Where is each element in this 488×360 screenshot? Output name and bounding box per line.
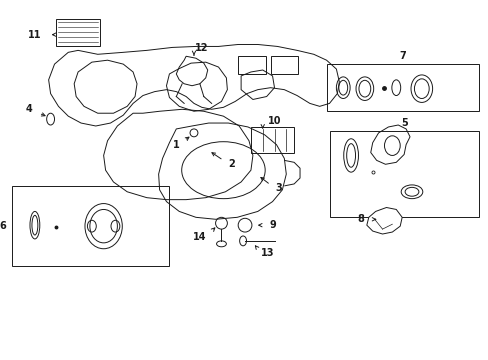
Text: 2: 2	[227, 159, 234, 169]
Text: 3: 3	[274, 183, 281, 193]
Bar	[329, 131, 478, 217]
Text: 11: 11	[28, 30, 41, 40]
Text: 1: 1	[173, 140, 179, 150]
Bar	[238, 56, 265, 74]
Text: 7: 7	[399, 51, 405, 61]
Text: 4: 4	[25, 104, 32, 114]
Text: 13: 13	[261, 248, 274, 258]
Text: 9: 9	[268, 220, 275, 230]
Bar	[250, 127, 294, 153]
Text: 14: 14	[193, 232, 206, 242]
Bar	[270, 56, 298, 74]
Text: 5: 5	[400, 118, 407, 128]
Text: 12: 12	[195, 44, 208, 53]
Bar	[12, 186, 169, 266]
Text: 10: 10	[267, 116, 281, 126]
Polygon shape	[366, 207, 401, 234]
Text: 6: 6	[0, 221, 6, 231]
Text: 8: 8	[357, 214, 364, 224]
Bar	[326, 64, 478, 111]
Bar	[57, 19, 100, 46]
